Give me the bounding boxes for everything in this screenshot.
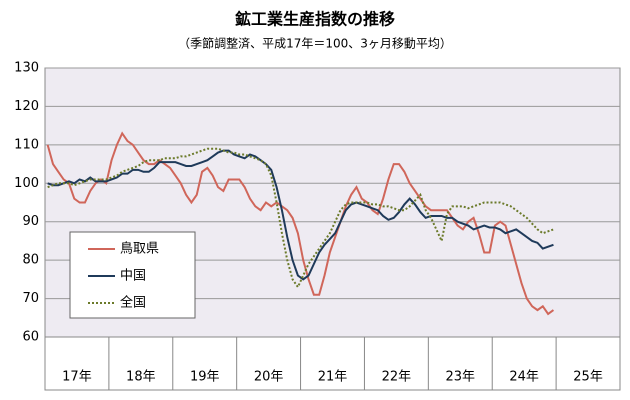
x-tick-label: 23年 xyxy=(446,370,476,385)
y-tick-label: 70 xyxy=(22,291,39,306)
x-tick-label: 21年 xyxy=(318,370,348,385)
x-tick-label: 25年 xyxy=(573,370,603,385)
y-tick-label: 60 xyxy=(22,330,39,345)
legend-label: 鳥取県 xyxy=(120,242,159,257)
x-tick-label: 24年 xyxy=(509,370,539,385)
y-tick-label: 110 xyxy=(14,137,39,152)
y-tick-label: 120 xyxy=(14,99,39,114)
y-tick-label: 90 xyxy=(22,214,39,229)
x-tick-label: 19年 xyxy=(190,370,220,385)
legend-label: 全国 xyxy=(120,295,146,311)
x-tick-label: 18年 xyxy=(126,370,156,385)
y-tick-label: 130 xyxy=(14,61,39,76)
chart-subtitle: （季節調整済、平成17年＝100、3ヶ月移動平均） xyxy=(178,36,452,51)
x-tick-label: 17年 xyxy=(62,370,92,385)
x-tick-label: 20年 xyxy=(254,370,284,385)
series-line xyxy=(47,147,554,290)
x-tick-label: 22年 xyxy=(382,370,412,385)
chart-title: 鉱工業生産指数の推移 xyxy=(235,10,395,29)
series-line xyxy=(46,131,555,316)
y-tick-label: 80 xyxy=(22,253,39,268)
series-line xyxy=(47,149,554,281)
y-tick-label: 100 xyxy=(14,176,39,191)
legend-label: 中国 xyxy=(120,269,146,284)
